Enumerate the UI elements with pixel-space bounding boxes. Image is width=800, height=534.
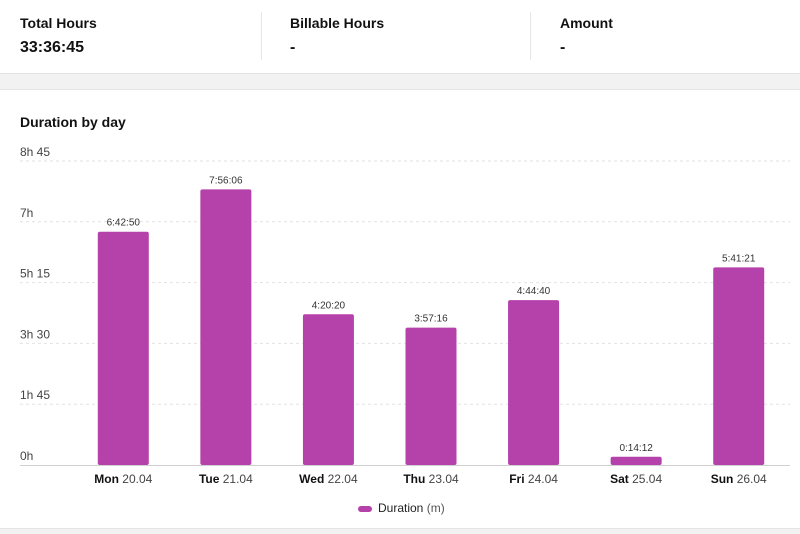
x-tick-label: Mon 20.04 [94,472,152,486]
y-tick-label: 5h 15 [20,267,50,281]
chart-legend[interactable]: Duration (m) [358,501,445,515]
bar [610,456,662,465]
summary-bar: Total Hours 33:36:45 Billable Hours - Am… [0,0,800,74]
x-tick-label: Fri 24.04 [509,472,558,486]
y-tick-label: 0h [20,449,33,463]
bar [302,314,354,465]
chart-card: Duration by day 0h 1h 45 3h 30 5h 15 7h 8h 45… [0,89,800,529]
data-label: 7:56:06 [209,175,243,186]
stat-divider [261,12,262,60]
y-tick-label: 3h 30 [20,327,50,341]
legend-series-name: Duration [378,501,424,515]
x-tick-label: Thu 23.04 [403,472,459,486]
bar [713,267,765,465]
billable-hours-stat: Billable Hours - [290,0,510,73]
y-tick-label: 7h [20,206,33,220]
data-label: 4:44:40 [517,286,551,297]
total-hours-stat: Total Hours 33:36:45 [20,0,240,73]
x-tick-label: Sun 26.04 [711,472,767,486]
amount-stat: Amount - [560,0,780,73]
total-hours-label: Total Hours [20,15,97,31]
data-label: 5:41:21 [722,253,756,264]
bar [97,231,149,465]
amount-value: - [560,39,566,56]
legend-swatch [358,505,372,512]
y-tick-label: 8h 45 [20,145,50,159]
chart-title: Duration by day [20,114,126,130]
data-label: 4:20:20 [312,300,346,311]
bar-chart: 0h 1h 45 3h 30 5h 15 7h 8h 45 6:42:50 Mon 20.04… [20,145,790,486]
data-label: 0:14:12 [619,443,653,454]
bar [508,300,560,465]
total-hours-value: 33:36:45 [20,39,85,56]
billable-hours-label: Billable Hours [290,15,385,31]
amount-label: Amount [560,15,613,31]
billable-hours-value: - [290,39,296,56]
x-tick-label: Wed 22.04 [299,472,358,486]
stat-divider [530,12,531,60]
data-label: 3:57:16 [414,314,448,325]
bar [405,327,457,465]
x-tick-label: Tue 21.04 [199,472,253,486]
data-label: 6:42:50 [107,218,141,229]
bar [200,189,252,465]
x-tick-label: Sat 25.04 [610,472,662,486]
legend-series-unit: (m) [426,501,445,515]
y-tick-label: 1h 45 [20,388,50,402]
